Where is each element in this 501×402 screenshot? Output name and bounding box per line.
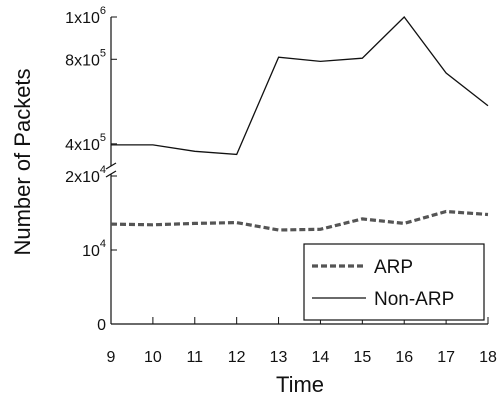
x-tick-label: 11 [186,349,203,366]
axis-break-mark [105,162,117,170]
series [110,16,489,232]
y-tick-label: 2x104 [65,164,106,186]
y-tick-label: 0 [97,317,106,334]
x-tick-label: 18 [479,349,497,366]
x-tick-label: 10 [144,349,162,366]
y-tick-label: 104 [82,238,106,260]
axis-break-mark [105,170,117,178]
x-tick-label: 16 [395,349,413,366]
axes [105,17,488,325]
x-tick-label: 15 [353,349,371,366]
y-tick-label: 8x105 [65,47,106,69]
series-line-arp [110,209,489,232]
legend: ARP Non-ARP [303,243,485,321]
x-axis-title: Time [276,372,324,397]
y-tick-label: 1x106 [65,5,106,27]
legend-box [303,243,485,321]
y-tick-label: 4x105 [65,132,106,154]
legend-label: Non-ARP [374,289,454,310]
x-tick-label: 13 [270,349,288,366]
series-line-non-arp [111,16,489,156]
x-tick-label: 12 [228,349,246,366]
x-tick-label: 9 [107,349,116,366]
x-tick-label: 14 [312,349,330,366]
y-axis-title: Number of Packets [10,68,35,255]
legend-label: ARP [374,257,413,278]
x-tick-label: 17 [437,349,455,366]
